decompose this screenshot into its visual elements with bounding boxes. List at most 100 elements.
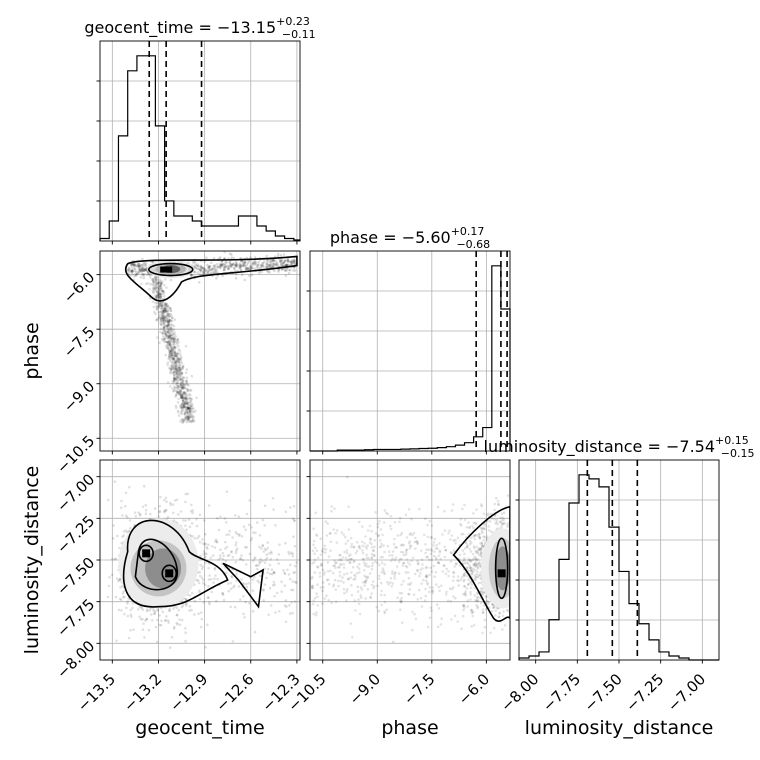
scatter-point [178, 352, 182, 355]
scatter-point [243, 261, 247, 264]
scatter-point [193, 270, 197, 274]
scatter-point [229, 587, 233, 591]
scatter-point [469, 550, 473, 553]
scatter-point [463, 585, 467, 588]
scatter-point [170, 336, 174, 340]
title-minus-geocent_time: −0.11 [282, 28, 316, 41]
scatter-point [529, 583, 532, 586]
scatter-point [235, 262, 239, 266]
scatter-point [159, 284, 163, 288]
scatter-point [419, 549, 423, 553]
scatter-point [126, 602, 129, 605]
scatter-point [175, 359, 179, 363]
scatter-point [186, 406, 190, 410]
scatter-point [350, 545, 353, 548]
scatter-point [178, 618, 181, 621]
scatter-point [461, 592, 465, 596]
scatter-point [510, 581, 513, 584]
scatter-point [230, 574, 233, 578]
scatter-point [482, 590, 486, 594]
scatter-point [184, 500, 187, 504]
scatter-point [162, 337, 166, 341]
scatter-point [133, 269, 137, 273]
grid-phase-luminosity_distance [310, 460, 510, 660]
scatter-point [157, 291, 161, 294]
scatter-point [257, 581, 261, 584]
scatter-point [173, 346, 177, 350]
scatter-point [253, 260, 256, 263]
scatter-point [512, 522, 515, 525]
scatter-point [265, 556, 269, 560]
scatter-point [378, 519, 381, 523]
scatter-point [434, 571, 438, 574]
scatter-point [165, 286, 168, 289]
scatter-point [129, 263, 133, 267]
scatter-point [141, 618, 144, 621]
scatter-point [438, 550, 442, 554]
scatter-point [173, 351, 177, 354]
scatter-point [169, 327, 173, 330]
scatter-point [164, 320, 168, 323]
scatter-point [207, 266, 211, 269]
scatter-point [324, 548, 328, 551]
scatter-point [246, 267, 250, 271]
scatter-point [411, 556, 415, 560]
scatter-point [461, 614, 465, 618]
scatter-point [172, 357, 176, 361]
scatter-point [201, 270, 205, 273]
scatter-point [493, 514, 497, 518]
scatter-point [465, 546, 469, 549]
scatter-point [233, 267, 236, 270]
scatter-point [292, 260, 296, 263]
scatter-point [268, 586, 272, 590]
scatter-point [172, 363, 176, 366]
scatter-point [428, 586, 432, 589]
scatter-point [347, 554, 351, 558]
contour-outer [125, 255, 298, 302]
scatter-point [233, 266, 236, 270]
scatter-point [170, 636, 174, 639]
scatter-point [234, 531, 238, 534]
scatter-point [173, 343, 176, 346]
scatter-point [154, 294, 157, 297]
xtick-label-luminosity_distance-1: −7.75 [539, 670, 584, 715]
scatter-point [471, 552, 475, 556]
scatter-point [165, 324, 168, 328]
scatter-point [118, 577, 122, 581]
scatter-point [227, 533, 231, 536]
scatter-point [268, 563, 272, 567]
scatter-point [513, 565, 516, 568]
scatter-point [490, 512, 493, 516]
scatter-point [168, 341, 171, 345]
scatter-point [407, 593, 411, 596]
scatter-point [497, 503, 501, 507]
scatter-point [311, 562, 314, 565]
scatter-point [182, 382, 185, 386]
scatter-point [154, 302, 157, 305]
scatter-point [180, 394, 184, 397]
scatter-point [167, 621, 170, 624]
scatter-point [120, 542, 123, 545]
scatter-point [120, 499, 123, 503]
scatter-point [479, 547, 482, 551]
scatter-point [378, 563, 381, 567]
scatter-point [316, 556, 320, 560]
scatter-point [314, 511, 318, 515]
scatter-point [482, 535, 486, 538]
contour-inner [147, 262, 194, 277]
scatter-point [168, 355, 171, 359]
xtick-label-geocent_time-1: −13.2 [120, 670, 165, 715]
scatter-point [234, 262, 238, 265]
scatter-point [171, 352, 174, 356]
scatter-point [163, 498, 166, 502]
scatter-point [179, 357, 182, 360]
scatter-point [365, 556, 369, 560]
scatter-point [170, 349, 174, 352]
scatter-point [332, 583, 336, 586]
scatter-point [381, 555, 385, 559]
scatter-point [358, 520, 361, 524]
scatter-point [369, 538, 373, 541]
scatter-point [163, 337, 166, 341]
scatter-point [326, 561, 330, 564]
scatter-point [393, 574, 396, 578]
